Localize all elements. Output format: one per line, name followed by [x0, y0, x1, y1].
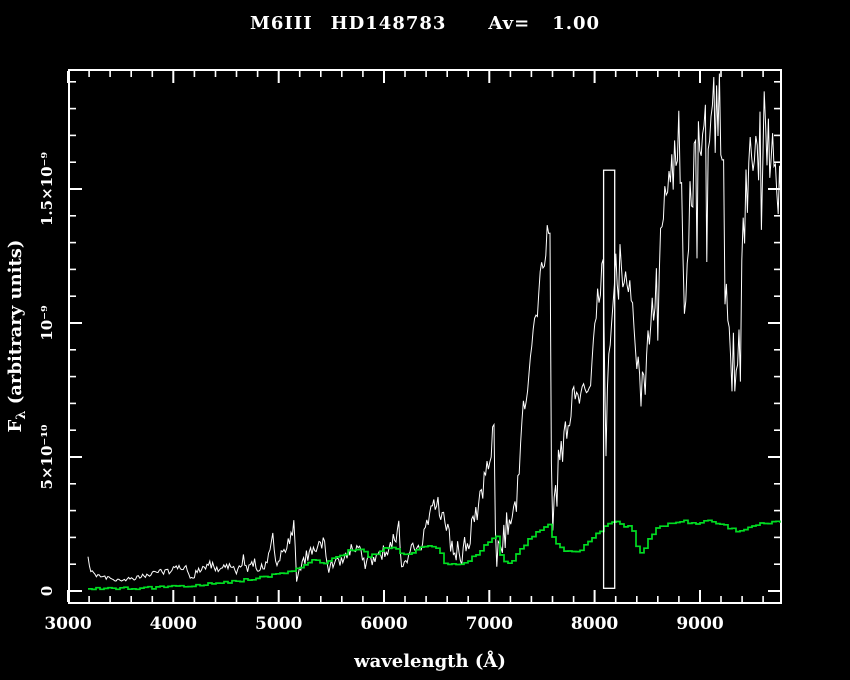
av-value: 1.00: [552, 13, 600, 34]
spectral-type-label: M6III: [250, 13, 313, 34]
x-tick-label: 8000: [571, 614, 618, 634]
x-tick-label: 9000: [676, 614, 723, 634]
x-tick-label: 4000: [150, 614, 197, 634]
spectra-series: [88, 74, 781, 590]
x-tick-label: 6000: [360, 614, 407, 634]
x-tick-label: 5000: [255, 614, 302, 634]
y-tick-label: 1.5×10⁻⁹: [38, 152, 56, 226]
y-axis-label: Fλ (arbitrary units): [5, 240, 29, 433]
x-tick-label: 7000: [466, 614, 513, 634]
y-tick-label: 5×10⁻¹⁰: [38, 424, 56, 489]
y-tick-label: 0: [38, 586, 56, 596]
x-tick-labels: 3000 4000 5000 6000 7000 8000 9000: [44, 614, 723, 634]
y-tick-label: 10⁻⁹: [38, 305, 56, 340]
spectrum-chart: M6III HD148783 Av= 1.00 3000 4000 5000 6000 700…: [0, 0, 850, 680]
av-label: Av=: [487, 13, 530, 34]
y-tick-labels: 0 5×10⁻¹⁰ 10⁻⁹ 1.5×10⁻⁹: [38, 152, 56, 596]
comparison-spectrum-line: [88, 520, 780, 589]
x-tick-label: 3000: [44, 614, 91, 634]
star-id-label: HD148783: [331, 13, 447, 34]
observed-spectrum-line: [88, 74, 781, 582]
spectrum-figure: M6III HD148783 Av= 1.00 3000 4000 5000 6000 700…: [0, 0, 850, 680]
x-axis-label: wavelength (Å): [353, 649, 506, 672]
chart-title: M6III HD148783 Av= 1.00: [250, 13, 600, 34]
